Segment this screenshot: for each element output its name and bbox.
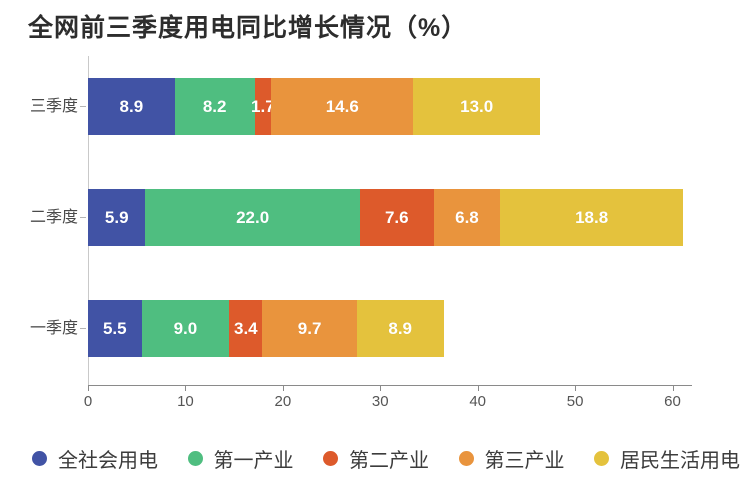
legend-label: 第一产业 bbox=[213, 449, 294, 472]
bar-segment: 14.6 bbox=[271, 78, 414, 135]
legend-dot-icon bbox=[458, 450, 474, 466]
x-tick-mark bbox=[282, 385, 284, 391]
x-tick-label: 50 bbox=[566, 393, 584, 410]
bar-segment: 7.6 bbox=[359, 189, 434, 246]
bar-row: 一季度 5.5 9.0 3.4 9.7 8.9 bbox=[0, 300, 750, 357]
bar-segment: 8.9 bbox=[88, 78, 175, 135]
x-tick-label: 10 bbox=[177, 393, 194, 410]
segment-value-label: 8.2 bbox=[202, 96, 227, 116]
x-tick-mark bbox=[380, 385, 382, 391]
legend-label: 第三产业 bbox=[484, 449, 565, 472]
legend-label: 第二产业 bbox=[349, 449, 429, 472]
plot-area: 三季度 8.9 8.2 1.7 14.6 13.0 二季度 5.9 22.0 7.6 6.8 18.8… bbox=[0, 56, 750, 410]
segment-value-label: 5.5 bbox=[102, 318, 127, 338]
segment-value-label: 5.9 bbox=[104, 207, 129, 227]
stacked-bar: 5.9 22.0 7.6 6.8 18.8 bbox=[88, 189, 684, 246]
segment-value-label: 18.8 bbox=[575, 207, 609, 227]
x-tick-label: 40 bbox=[469, 393, 487, 410]
legend-dot-icon bbox=[187, 450, 203, 466]
legend-label: 居民生活用电 bbox=[620, 449, 740, 472]
category-label: 一季度 bbox=[29, 320, 78, 337]
legend-label: 全社会用电 bbox=[58, 449, 158, 472]
bar-segment: 3.4 bbox=[229, 300, 263, 357]
bar-segment: 5.9 bbox=[88, 189, 146, 246]
stacked-bar: 5.5 9.0 3.4 9.7 8.9 bbox=[88, 300, 444, 357]
x-tick-label: 20 bbox=[274, 393, 292, 410]
x-tick-label: 0 bbox=[83, 393, 93, 410]
stacked-bar: 8.9 8.2 1.7 14.6 13.0 bbox=[88, 78, 540, 135]
segment-value-label: 7.6 bbox=[384, 207, 409, 227]
bar-segment: 9.0 bbox=[141, 300, 230, 357]
category-label: 三季度 bbox=[29, 98, 78, 115]
x-tick-label: 60 bbox=[664, 393, 681, 410]
segment-value-label: 3.4 bbox=[233, 318, 258, 338]
legend-item: 第一产业 bbox=[187, 444, 294, 473]
segment-value-label: 8.9 bbox=[388, 318, 413, 338]
bar-segment: 8.9 bbox=[356, 300, 444, 357]
bar-row: 二季度 5.9 22.0 7.6 6.8 18.8 bbox=[0, 189, 750, 246]
bar-segment: 5.5 bbox=[88, 300, 142, 357]
bar-segment: 9.7 bbox=[262, 300, 357, 357]
bar-segment: 22.0 bbox=[145, 189, 360, 246]
bar-segment: 6.8 bbox=[433, 189, 501, 246]
x-tick-mark bbox=[575, 385, 577, 391]
legend-dot-icon bbox=[594, 450, 609, 466]
x-tick-mark bbox=[477, 385, 479, 391]
x-tick-mark bbox=[672, 385, 674, 391]
category-tick-mark bbox=[80, 328, 86, 329]
segment-value-label: 9.7 bbox=[297, 318, 322, 338]
bar-segment: 8.2 bbox=[174, 78, 255, 135]
bar-segment: 13.0 bbox=[413, 78, 540, 135]
chart-title: 全网前三季度用电同比增长情况（%） bbox=[28, 14, 468, 42]
bar-segment: 18.8 bbox=[500, 189, 684, 246]
category-tick-mark bbox=[80, 106, 86, 107]
segment-value-label: 9.0 bbox=[173, 318, 198, 338]
x-tick-label: 30 bbox=[371, 393, 389, 410]
legend-item: 第二产业 bbox=[323, 444, 429, 473]
segment-value-label: 1.7 bbox=[251, 96, 275, 116]
segment-value-label: 22.0 bbox=[236, 207, 270, 227]
category-tick-mark bbox=[80, 217, 86, 218]
category-label: 二季度 bbox=[29, 209, 78, 226]
legend-item: 居民生活用电 bbox=[594, 444, 740, 473]
bar-row: 三季度 8.9 8.2 1.7 14.6 13.0 bbox=[0, 78, 750, 135]
legend-dot-icon bbox=[32, 450, 47, 466]
legend: 全社会用电 第一产业 第二产业 第三产业 居民生活用电 bbox=[32, 443, 740, 473]
legend-item: 第三产业 bbox=[458, 444, 565, 473]
segment-value-label: 14.6 bbox=[325, 96, 359, 116]
segment-value-label: 6.8 bbox=[455, 207, 479, 227]
x-tick-mark bbox=[185, 385, 187, 391]
bar-segment: 1.7 bbox=[251, 78, 275, 135]
legend-dot-icon bbox=[323, 450, 338, 466]
segment-value-label: 8.9 bbox=[119, 96, 144, 116]
x-tick-mark bbox=[88, 385, 89, 391]
legend-item: 全社会用电 bbox=[32, 444, 158, 473]
x-axis-line bbox=[88, 385, 692, 386]
segment-value-label: 13.0 bbox=[460, 96, 494, 116]
